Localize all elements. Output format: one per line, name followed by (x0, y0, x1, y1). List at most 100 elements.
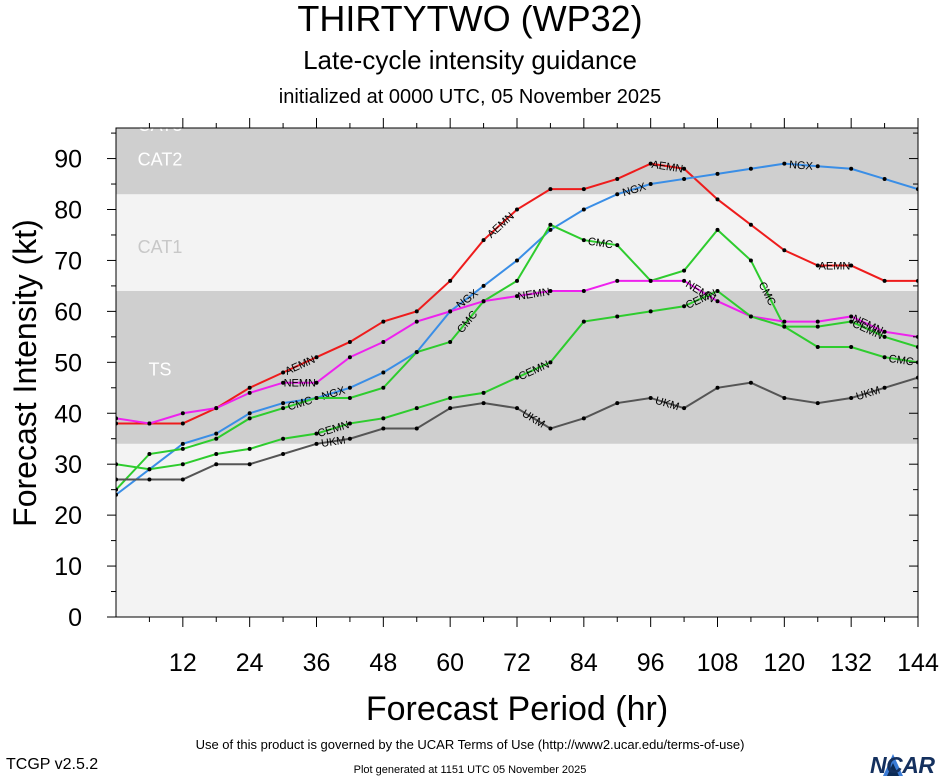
band-label-cat2: CAT2 (138, 150, 183, 170)
data-point-ukm (682, 406, 687, 411)
data-point-cmc (682, 268, 687, 273)
svg-text:NGX: NGX (789, 159, 814, 173)
data-point-ukm (715, 385, 720, 390)
data-point-ukm (214, 462, 219, 467)
data-point-nemn (715, 299, 720, 304)
data-point-ukm (515, 406, 519, 411)
data-point-ukm (815, 401, 820, 406)
data-point-ngx (782, 161, 787, 166)
data-point-cmc (214, 436, 219, 441)
data-point-ngx (481, 283, 486, 288)
x-tick-label: 72 (503, 649, 531, 677)
x-tick-label: 60 (436, 649, 464, 677)
x-tick-label: 108 (697, 649, 739, 677)
data-point-aemn (581, 187, 586, 192)
data-point-cemn (849, 319, 854, 324)
data-point-ukm (281, 452, 286, 456)
data-point-cmc (381, 385, 386, 390)
data-point-cmc (147, 452, 152, 456)
data-point-nemn (615, 278, 620, 283)
version-label: TCGP v2.5.2 (6, 756, 99, 773)
data-point-cemn (682, 304, 687, 309)
data-point-cemn (214, 452, 219, 456)
data-point-aemn (782, 248, 787, 253)
x-tick-label: 84 (570, 649, 598, 677)
data-point-aemn (882, 278, 887, 283)
band-below-ts (116, 443, 918, 617)
data-point-nemn (281, 380, 286, 385)
data-point-ukm (648, 395, 653, 400)
band-label-cat1: CAT1 (138, 237, 183, 257)
data-point-aemn (748, 222, 753, 227)
data-point-aemn (314, 355, 319, 360)
data-point-ukm (414, 426, 419, 431)
data-point-aemn (180, 421, 185, 426)
data-point-ukm (347, 436, 352, 441)
data-point-nemn (381, 339, 386, 344)
x-tick-label: 48 (369, 649, 397, 677)
data-point-cemn (782, 324, 787, 329)
data-point-cemn (515, 375, 519, 380)
data-point-cmc (448, 339, 453, 344)
series-label-ukm: UKM (320, 434, 346, 450)
data-point-ukm (548, 426, 553, 431)
data-point-cemn (448, 395, 453, 400)
data-point-nemn (180, 411, 185, 416)
data-point-nemn (815, 319, 820, 324)
data-point-cemn (581, 319, 586, 324)
x-tick-label: 24 (236, 649, 264, 677)
data-point-cmc (849, 345, 854, 350)
data-point-ngx (748, 166, 753, 171)
data-point-cmc (314, 395, 319, 400)
y-tick-label: 70 (54, 247, 82, 275)
data-point-aemn (414, 309, 419, 314)
data-point-cmc (815, 345, 820, 350)
data-point-cemn (648, 309, 653, 314)
data-point-nemn (581, 289, 586, 293)
data-point-aemn (515, 207, 519, 212)
data-point-nemn (247, 390, 252, 395)
data-point-cemn (347, 421, 352, 426)
svg-text:NEMN: NEMN (517, 286, 551, 303)
x-tick-label: 120 (763, 649, 805, 677)
y-tick-label: 40 (54, 400, 82, 428)
svg-text:CMC: CMC (888, 353, 915, 369)
data-point-ngx (882, 176, 887, 181)
x-tick-label: 36 (303, 649, 331, 677)
data-point-nemn (214, 406, 219, 411)
y-tick-label: 80 (54, 197, 82, 225)
svg-text:CMC: CMC (587, 236, 614, 252)
data-point-cmc (180, 446, 185, 451)
data-point-aemn (247, 385, 252, 390)
series-label-ngx: NGX (789, 159, 814, 173)
data-point-aemn (281, 370, 286, 375)
data-point-cemn (715, 289, 720, 293)
initialization-time: initialized at 0000 UTC, 05 November 202… (278, 86, 662, 108)
series-label-aemn: AEMN (819, 261, 851, 273)
data-point-ngx (515, 258, 519, 263)
x-tick-label: 144 (897, 649, 939, 677)
data-point-ngx (347, 385, 352, 390)
x-tick-label: 96 (637, 649, 665, 677)
data-point-nemn (414, 319, 419, 324)
data-point-aemn (481, 238, 486, 243)
data-point-aemn (849, 263, 854, 268)
data-point-aemn (548, 187, 553, 192)
x-axis-label: Forecast Period (hr) (366, 690, 668, 728)
data-point-cmc (247, 416, 252, 421)
data-point-cemn (281, 436, 286, 441)
series-label-nemn: NEMN (284, 378, 316, 390)
y-tick-label: 30 (54, 451, 82, 479)
data-point-cmc (581, 238, 586, 243)
terms-of-use-notice: Use of this product is governed by the U… (195, 737, 745, 752)
data-point-cemn (815, 324, 820, 329)
data-point-cmc (281, 406, 286, 411)
data-point-nemn (147, 421, 152, 426)
svg-text:AEMN: AEMN (819, 261, 851, 273)
data-point-cmc (347, 395, 352, 400)
data-point-ngx (682, 176, 687, 181)
data-point-ukm (147, 477, 152, 482)
data-point-ukm (581, 416, 586, 421)
y-tick-label: 0 (68, 604, 82, 632)
